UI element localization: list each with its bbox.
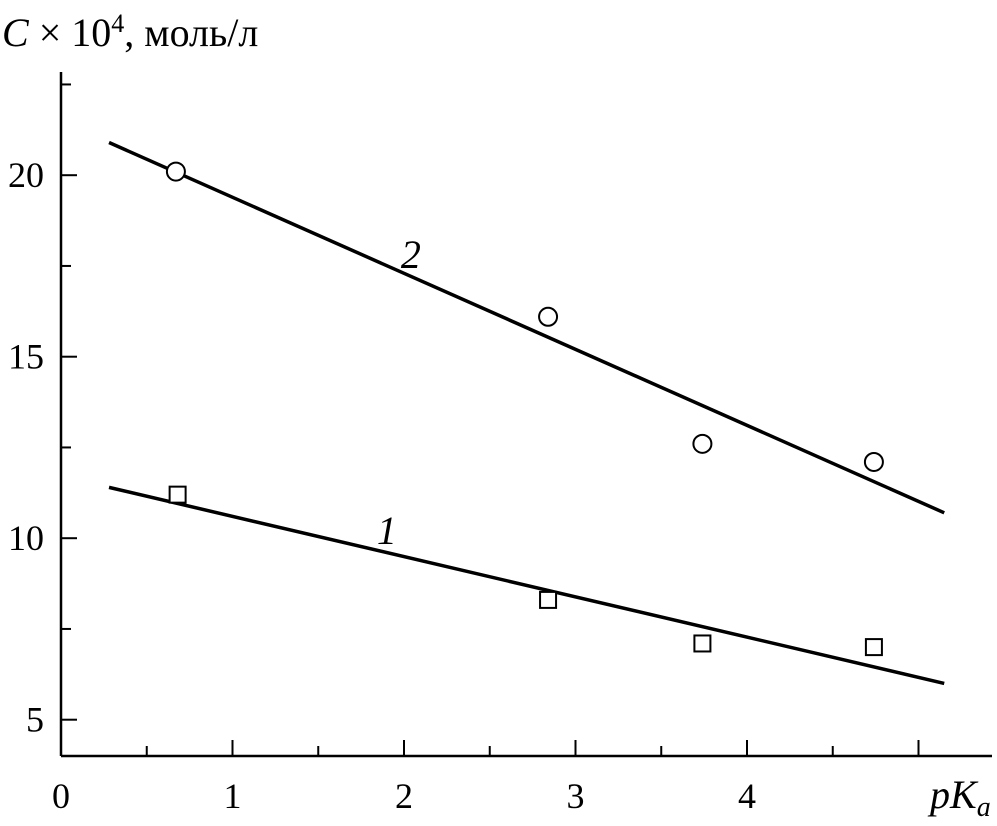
x-tick-label: 1 (224, 776, 242, 816)
data-point-2 (165, 161, 186, 182)
y-axis-title-symbol: C (2, 10, 30, 55)
curve-label-1: 1 (377, 508, 397, 553)
data-point-1 (864, 638, 883, 657)
x-axis-title-subscript: a (977, 792, 991, 823)
y-tick-label: 5 (26, 700, 44, 740)
fit-line-1 (108, 485, 945, 686)
y-tick-label: 20 (8, 155, 44, 195)
fit-line-2 (108, 140, 945, 515)
y-axis-title-unit: , моль/л (124, 10, 258, 55)
x-tick-label: 0 (52, 776, 70, 816)
data-point-2 (538, 306, 559, 327)
x-tick-label: 2 (395, 776, 413, 816)
fit-lines (108, 140, 945, 686)
data-point-1 (168, 485, 187, 504)
x-axis-title: pKa (927, 772, 991, 823)
data-point-1 (693, 634, 712, 653)
data-point-2 (692, 433, 713, 454)
y-tick-label: 15 (8, 337, 44, 377)
ticks (61, 83, 920, 756)
x-axis-title-symbol: pK (927, 772, 979, 817)
markers (165, 161, 884, 657)
y-axis-title: C × 104, моль/л (2, 9, 258, 55)
y-tick-label: 10 (8, 518, 44, 558)
x-tick-label: 3 (567, 776, 585, 816)
y-axis-title-exponent: 4 (111, 9, 124, 38)
x-tick-label: 4 (738, 776, 756, 816)
data-point-2 (863, 451, 884, 472)
data-point-1 (539, 590, 558, 609)
curve-label-2: 2 (401, 232, 421, 277)
y-axis-title-times: × 10 (29, 10, 112, 55)
curve-labels: 12 (377, 232, 421, 553)
